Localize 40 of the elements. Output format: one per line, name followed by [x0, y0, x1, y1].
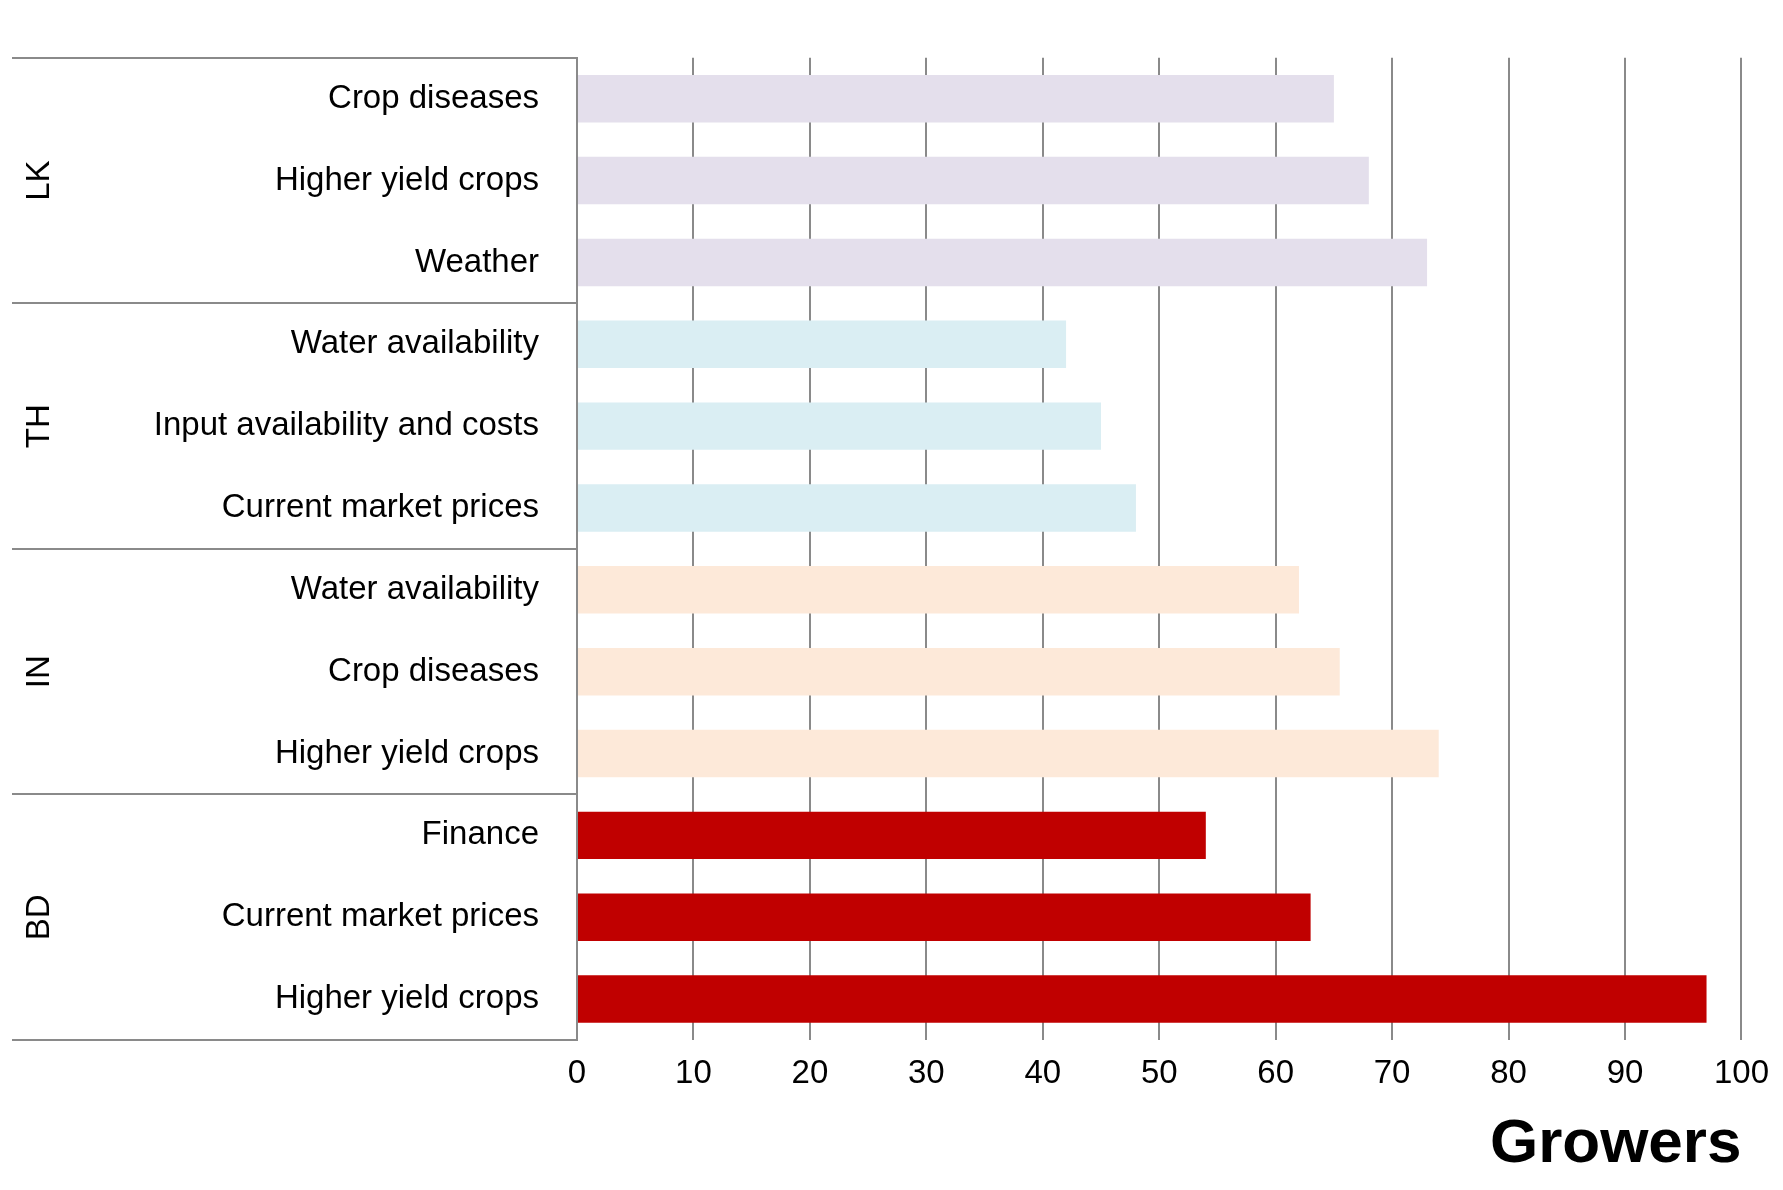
text: IN	[19, 655, 57, 689]
bar	[578, 647, 1340, 696]
text: BD	[19, 894, 57, 941]
x-tick-label: 40	[1024, 1052, 1062, 1090]
bar	[578, 729, 1439, 778]
y-tick-label: Higher yield crops	[274, 978, 539, 1016]
x-tick-label: 100	[1713, 1052, 1769, 1090]
x-tick-label: 30	[907, 1052, 945, 1090]
y-tick-label: Water availability	[290, 323, 540, 361]
x-tick-label: 80	[1490, 1052, 1527, 1090]
bar	[578, 811, 1206, 860]
bar	[578, 156, 1369, 205]
bar	[578, 975, 1707, 1023]
x-axis-title: Growers	[1489, 1105, 1742, 1175]
y-tick-label: Current market prices	[221, 487, 539, 525]
y-tick-label: Water availability	[290, 568, 540, 606]
bar	[578, 402, 1102, 450]
bar	[578, 893, 1311, 941]
y-tick-label: Input availability and costs	[153, 405, 539, 443]
bar	[578, 566, 1299, 614]
x-tick-label: 50	[1140, 1052, 1178, 1090]
text: LK	[19, 160, 57, 201]
y-tick-label: Finance	[421, 814, 539, 852]
bar	[578, 238, 1428, 287]
y-tick-label: Crop diseases	[328, 77, 539, 115]
text: TH	[19, 404, 57, 449]
x-tick-label: 60	[1257, 1052, 1295, 1090]
y-tick-label: Weather	[414, 241, 540, 279]
y-tick-label: Higher yield crops	[274, 159, 539, 197]
x-tick-label: 90	[1606, 1052, 1644, 1090]
y-tick-label: Higher yield crops	[274, 732, 539, 770]
bar	[578, 320, 1067, 369]
x-tick-label: 70	[1373, 1052, 1411, 1090]
bar	[578, 74, 1334, 123]
y-tick-label: Current market prices	[221, 896, 539, 934]
y-tick-label: Crop diseases	[328, 650, 539, 688]
x-tick-label: 10	[675, 1052, 712, 1090]
x-tick-label: 0	[567, 1052, 587, 1090]
x-tick-label: 20	[791, 1052, 829, 1090]
bar	[578, 484, 1136, 532]
